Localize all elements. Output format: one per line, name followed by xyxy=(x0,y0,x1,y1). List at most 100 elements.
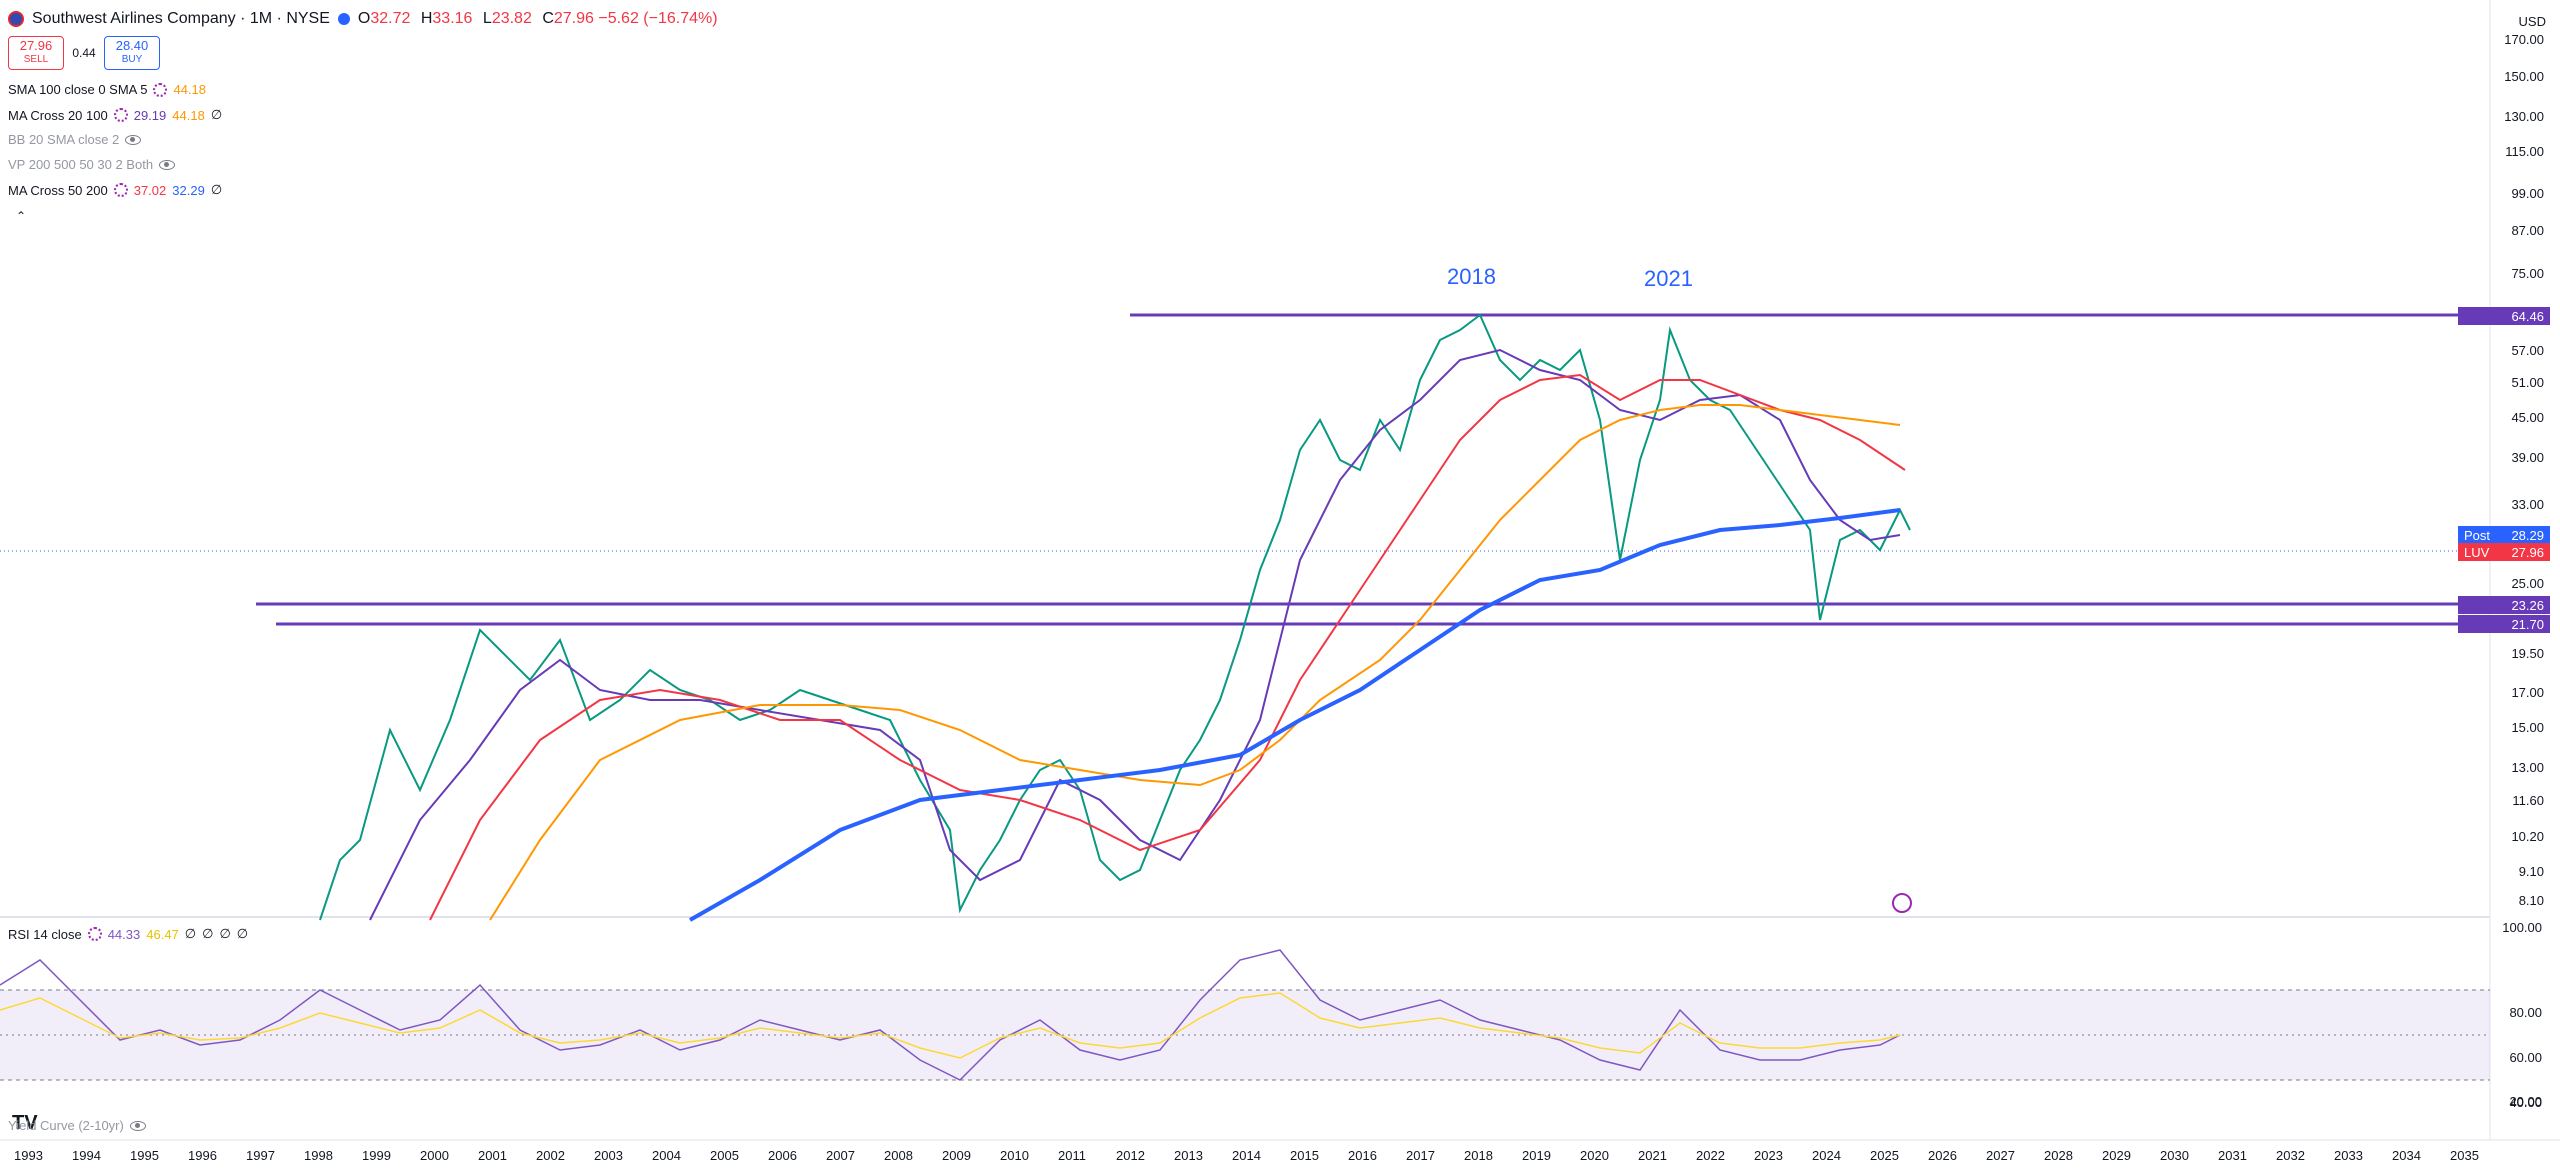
price-axis-label: 17.00 xyxy=(2511,685,2544,700)
spread-value: 0.44 xyxy=(72,46,96,60)
time-axis-label: 2022 xyxy=(1696,1148,1725,1163)
time-axis-label: 2021 xyxy=(1638,1148,1667,1163)
indicator-bb[interactable]: BB 20 SMA close 2 xyxy=(8,132,142,147)
time-axis-label: 2000 xyxy=(420,1148,449,1163)
time-axis-label: 2035 xyxy=(2450,1148,2479,1163)
price-axis-label: 10.20 xyxy=(2511,829,2544,844)
price-axis-label: 39.00 xyxy=(2511,450,2544,465)
time-axis-label: 2015 xyxy=(1290,1148,1319,1163)
trade-panel: 27.96 SELL 0.44 28.40 BUY xyxy=(8,36,160,70)
price-axis-label: 9.10 xyxy=(2518,864,2544,879)
price-tag-luv: LUV 27.96 xyxy=(2458,543,2550,561)
time-axis-label: 2031 xyxy=(2218,1148,2247,1163)
indicator-vp[interactable]: VP 200 500 50 30 2 Both xyxy=(8,157,176,172)
price-axis-label: 45.00 xyxy=(2511,410,2544,425)
time-axis-label: 1999 xyxy=(362,1148,391,1163)
time-axis-label: 2028 xyxy=(2044,1148,2073,1163)
time-axis-label: 2001 xyxy=(478,1148,507,1163)
price-axis-label: 8.10 xyxy=(2518,893,2544,908)
time-axis-label: 2007 xyxy=(826,1148,855,1163)
time-axis-label: 1994 xyxy=(72,1148,101,1163)
time-axis-label: 2008 xyxy=(884,1148,913,1163)
time-axis-label: 1993 xyxy=(14,1148,43,1163)
time-axis-label: 2012 xyxy=(1116,1148,1145,1163)
price-tag-23: 23.26 xyxy=(2458,596,2550,614)
time-axis-label: 2018 xyxy=(1464,1148,1493,1163)
symbol-title[interactable]: Southwest Airlines Company · 1M · NYSE xyxy=(32,10,330,27)
rsi-axis-label: 80.00 xyxy=(2509,1005,2542,1020)
time-axis-label: 2014 xyxy=(1232,1148,1261,1163)
time-axis-label: 2024 xyxy=(1812,1148,1841,1163)
price-series xyxy=(319,313,1911,921)
time-axis-label: 2003 xyxy=(594,1148,623,1163)
price-axis-label: 130.00 xyxy=(2504,109,2544,124)
eye-icon[interactable] xyxy=(129,1120,146,1131)
time-axis-label: 2025 xyxy=(1870,1148,1899,1163)
buy-button[interactable]: 28.40 BUY xyxy=(104,36,160,70)
price-axis-label: 115.00 xyxy=(2505,144,2544,159)
settings-icon[interactable] xyxy=(113,108,128,122)
annotation-2021: 2021 xyxy=(1644,266,1693,291)
time-axis-label: 2030 xyxy=(2160,1148,2189,1163)
time-axis-label: 2002 xyxy=(536,1148,565,1163)
price-axis-label: 19.50 xyxy=(2511,646,2544,661)
chevron-up-icon[interactable]: ⌃ xyxy=(15,209,27,223)
time-axis-label: 2009 xyxy=(942,1148,971,1163)
time-axis-label: 2033 xyxy=(2334,1148,2363,1163)
settings-icon[interactable] xyxy=(87,927,102,941)
sell-button[interactable]: 27.96 SELL xyxy=(8,36,64,70)
eye-icon[interactable] xyxy=(125,134,142,145)
rsi-line xyxy=(0,949,1901,1081)
time-axis-label: 2020 xyxy=(1580,1148,1609,1163)
annotation-2018: 2018 xyxy=(1447,264,1496,289)
price-axis-label: 150.00 xyxy=(2504,69,2544,84)
company-logo-icon xyxy=(8,11,24,27)
time-axis-label: 2026 xyxy=(1928,1148,1957,1163)
time-axis-label: 2010 xyxy=(1000,1148,1029,1163)
time-axis-label: 2011 xyxy=(1058,1148,1086,1163)
time-axis-label: 2034 xyxy=(2392,1148,2421,1163)
price-axis-label: 75.00 xyxy=(2511,266,2544,281)
price-axis-label: 57.00 xyxy=(2511,343,2544,358)
rsi-legend[interactable]: RSI 14 close 44.33 46.47 ∅ ∅ ∅ ∅ xyxy=(8,926,249,942)
rsi-axis-label: 100.00 xyxy=(2502,920,2542,935)
rsi-axis-label: 20.00 xyxy=(2509,1094,2542,1109)
eye-icon[interactable] xyxy=(159,159,176,170)
rsi-axis-label: 60.00 xyxy=(2509,1050,2542,1065)
currency-label[interactable]: USD xyxy=(2518,14,2546,29)
replay-icon xyxy=(1892,893,1912,913)
time-axis-label: 1995 xyxy=(130,1148,159,1163)
ma200-line xyxy=(689,508,1901,922)
market-status-icon xyxy=(337,13,350,25)
price-axis-label: 51.00 xyxy=(2511,375,2544,390)
yield-curve-indicator[interactable]: Yield Curve (2-10yr) xyxy=(8,1118,146,1133)
tradingview-logo-icon[interactable]: TV xyxy=(12,1112,38,1134)
time-axis-label: 2032 xyxy=(2276,1148,2305,1163)
time-axis-label: 2004 xyxy=(652,1148,681,1163)
rsi-axis-label: 40.00 xyxy=(2509,1095,2542,1110)
time-axis-label: 2006 xyxy=(768,1148,797,1163)
settings-icon[interactable] xyxy=(153,82,168,97)
rsi-ma-line xyxy=(0,992,1901,1059)
price-axis-label: 170.00 xyxy=(2504,32,2544,47)
price-tag-21: 21.70 xyxy=(2458,615,2550,633)
price-axis-label: 99.00 xyxy=(2511,186,2544,201)
price-tag-post: Post 28.29 xyxy=(2458,526,2550,544)
time-axis-label: 1996 xyxy=(188,1148,217,1163)
symbol-header: Southwest Airlines Company · 1M · NYSE O… xyxy=(8,10,724,28)
indicator-sma100[interactable]: SMA 100 close 0 SMA 5 44.18 xyxy=(8,82,207,97)
ma50-line xyxy=(429,373,1906,921)
price-axis-label: 13.00 xyxy=(2511,760,2544,775)
indicator-ma-cross-50-200[interactable]: MA Cross 50 200 37.02 32.29 ∅ xyxy=(8,182,223,198)
time-axis-label: 2017 xyxy=(1406,1148,1435,1163)
time-axis-label: 2029 xyxy=(2102,1148,2131,1163)
indicator-ma-cross-20-100[interactable]: MA Cross 20 100 29.19 44.18 ∅ xyxy=(8,107,223,123)
time-axis-label: 2013 xyxy=(1174,1148,1203,1163)
price-tag-64: 64.46 xyxy=(2458,307,2550,325)
time-axis-label: 1997 xyxy=(246,1148,275,1163)
price-axis-label: 87.00 xyxy=(2511,223,2544,238)
settings-icon[interactable] xyxy=(113,183,128,197)
time-axis-label: 2005 xyxy=(710,1148,739,1163)
sma100-line xyxy=(489,404,1901,921)
